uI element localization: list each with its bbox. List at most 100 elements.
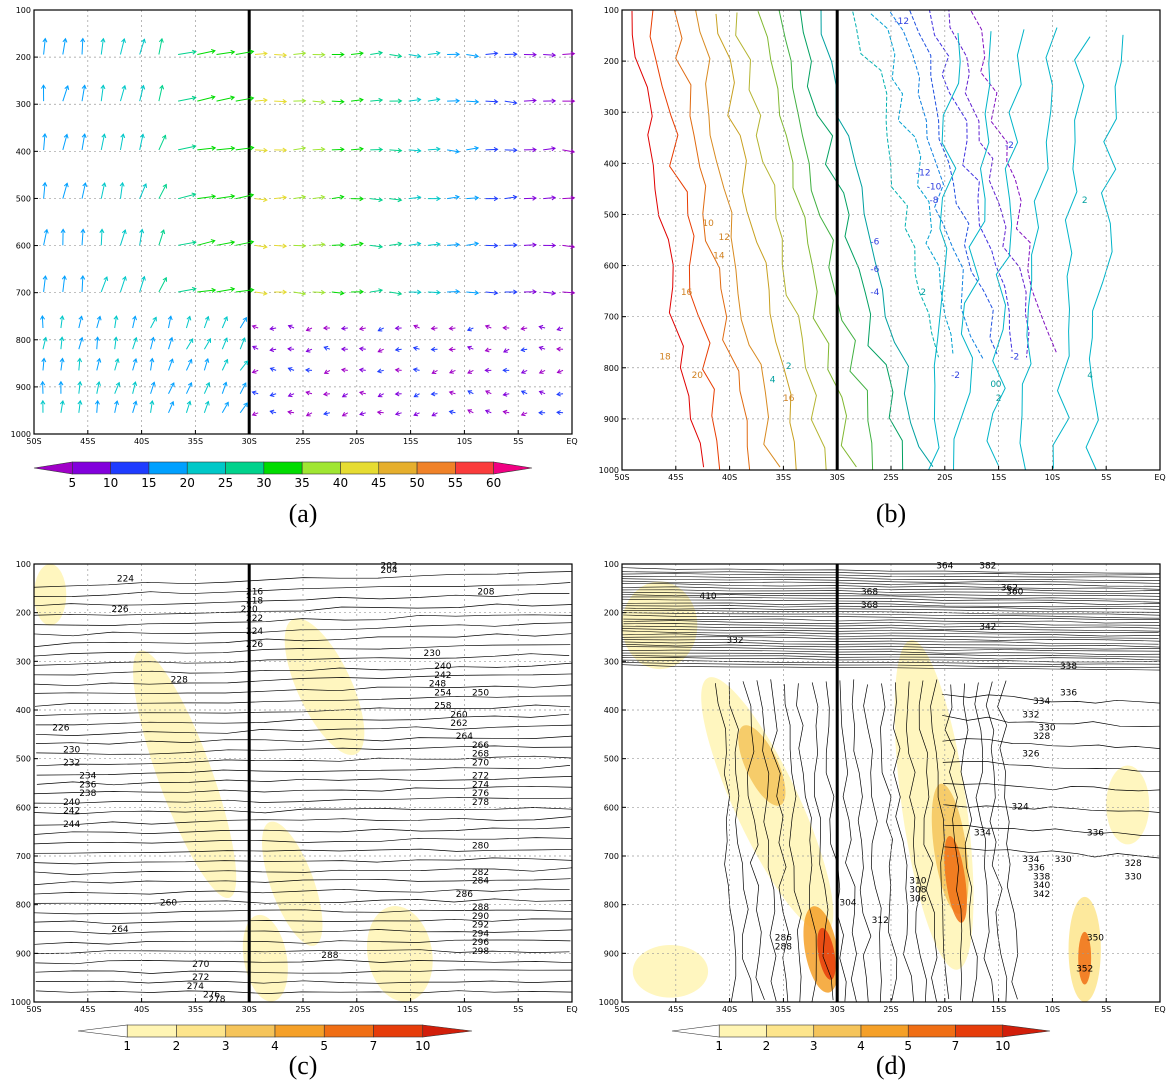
contour-label: -4 (870, 288, 879, 298)
wind-vector (216, 96, 235, 102)
wind-vector-head (186, 315, 192, 321)
wind-vector (466, 100, 479, 103)
contour-label: 268 (472, 750, 489, 760)
plot-frame (33, 9, 573, 435)
theta-line-lower (960, 683, 978, 1002)
wind-vector-head (359, 146, 364, 152)
theta-line-lower (728, 682, 753, 1002)
wind-vector-head (149, 357, 155, 363)
wind-vector-head (243, 402, 248, 408)
contour-label: 272 (192, 973, 209, 983)
contour-label: 12 (718, 233, 729, 243)
wind-vector (197, 50, 216, 56)
contour-label: 20 (692, 371, 704, 381)
wind-vector (370, 198, 383, 201)
wind-vector (197, 195, 216, 200)
wind-vector-head (263, 51, 268, 57)
isotherm-line (36, 765, 571, 776)
wind-vector (100, 276, 108, 293)
wind-vector-head (323, 345, 329, 351)
colorbar-segment (373, 1024, 424, 1038)
wind-vector (235, 194, 254, 200)
x-tick-label: 50S (614, 473, 629, 482)
wind-vector (306, 348, 313, 352)
contour-line-zero (1085, 34, 1124, 470)
contour-label: 232 (63, 758, 80, 768)
wind-vector-head (377, 348, 383, 353)
wind-vector-head (78, 315, 84, 321)
wind-vector (408, 196, 421, 200)
isotherm-line (34, 857, 572, 865)
wind-vector-head (397, 98, 403, 104)
wind-vector (370, 52, 383, 56)
wind-vector (132, 381, 136, 394)
contour-label: 286 (775, 934, 792, 944)
theta-line-lower (770, 679, 790, 1002)
contour-label: 244 (63, 820, 80, 830)
x-tick-label: 5S (1101, 1005, 1111, 1014)
x-tick-label: 35S (188, 1005, 203, 1014)
contour-label: 350 (1087, 934, 1104, 944)
wind-vector-head (114, 400, 119, 406)
wind-vector-head (520, 411, 526, 417)
contour-label: 282 (472, 868, 489, 878)
wind-vector-head (412, 346, 418, 351)
wind-vector (81, 182, 86, 199)
theta-line-lower (851, 679, 872, 1002)
wind-vector-head (251, 411, 257, 417)
isotherm-line (36, 776, 572, 786)
x-tick-label: 40S (134, 437, 149, 446)
wind-vector-head (241, 337, 246, 343)
wind-vector-head (158, 37, 164, 43)
theta-line-lower (811, 682, 834, 1001)
y-tick-label: 200 (16, 609, 31, 618)
theta-line-lower (906, 681, 927, 1002)
wind-vector (467, 409, 474, 414)
isotherm-line (34, 633, 572, 648)
wind-vector (312, 100, 325, 103)
y-tick-label: 300 (16, 657, 31, 666)
y-tick-label: 900 (604, 415, 619, 424)
contour-label: 216 (246, 588, 263, 598)
wind-vector-head (59, 400, 65, 405)
isotherm-line (34, 807, 572, 815)
wind-vector-head (538, 324, 544, 330)
isotherm-line (34, 898, 572, 904)
x-tick-label: 50S (26, 1005, 41, 1014)
colorbar-label: 15 (141, 476, 156, 490)
wind-vector-head (282, 195, 288, 201)
contour-label: 336 (1028, 864, 1045, 874)
isotherm-line (34, 593, 570, 607)
contour-label: 264 (456, 732, 473, 742)
wind-vector-head (532, 289, 537, 295)
wind-vector (523, 197, 536, 200)
wind-vector-head (206, 338, 212, 343)
shaded-region (944, 835, 967, 923)
wind-vector-head (538, 369, 544, 374)
wind-vector (78, 381, 81, 394)
wind-vector-head (78, 336, 84, 342)
wind-vector (485, 409, 492, 414)
colorbar-label: 25 (218, 476, 233, 490)
wind-vector-head (133, 336, 138, 342)
wind-vector (312, 243, 325, 246)
wind-vector-head (538, 410, 543, 416)
wind-vector-head (484, 409, 490, 414)
shaded-region (366, 906, 433, 1002)
wind-vector (350, 243, 363, 246)
wind-vector (539, 326, 546, 329)
wind-vector (485, 148, 498, 151)
contour-label: 226 (111, 605, 128, 615)
wind-vector-head (484, 324, 490, 330)
colorbar-label: 1 (715, 1039, 723, 1053)
wind-vector-head (41, 84, 46, 89)
colorbar-segment (718, 1024, 767, 1038)
wind-vector-head (249, 145, 255, 151)
wind-vector-head (474, 99, 480, 105)
wind-vector-head (556, 369, 562, 374)
wind-vector (331, 148, 344, 151)
contour-label: 240 (434, 662, 451, 672)
contour-label: 288 (321, 951, 338, 961)
wind-vector-head (81, 133, 87, 139)
contour-label: 226 (52, 723, 69, 733)
